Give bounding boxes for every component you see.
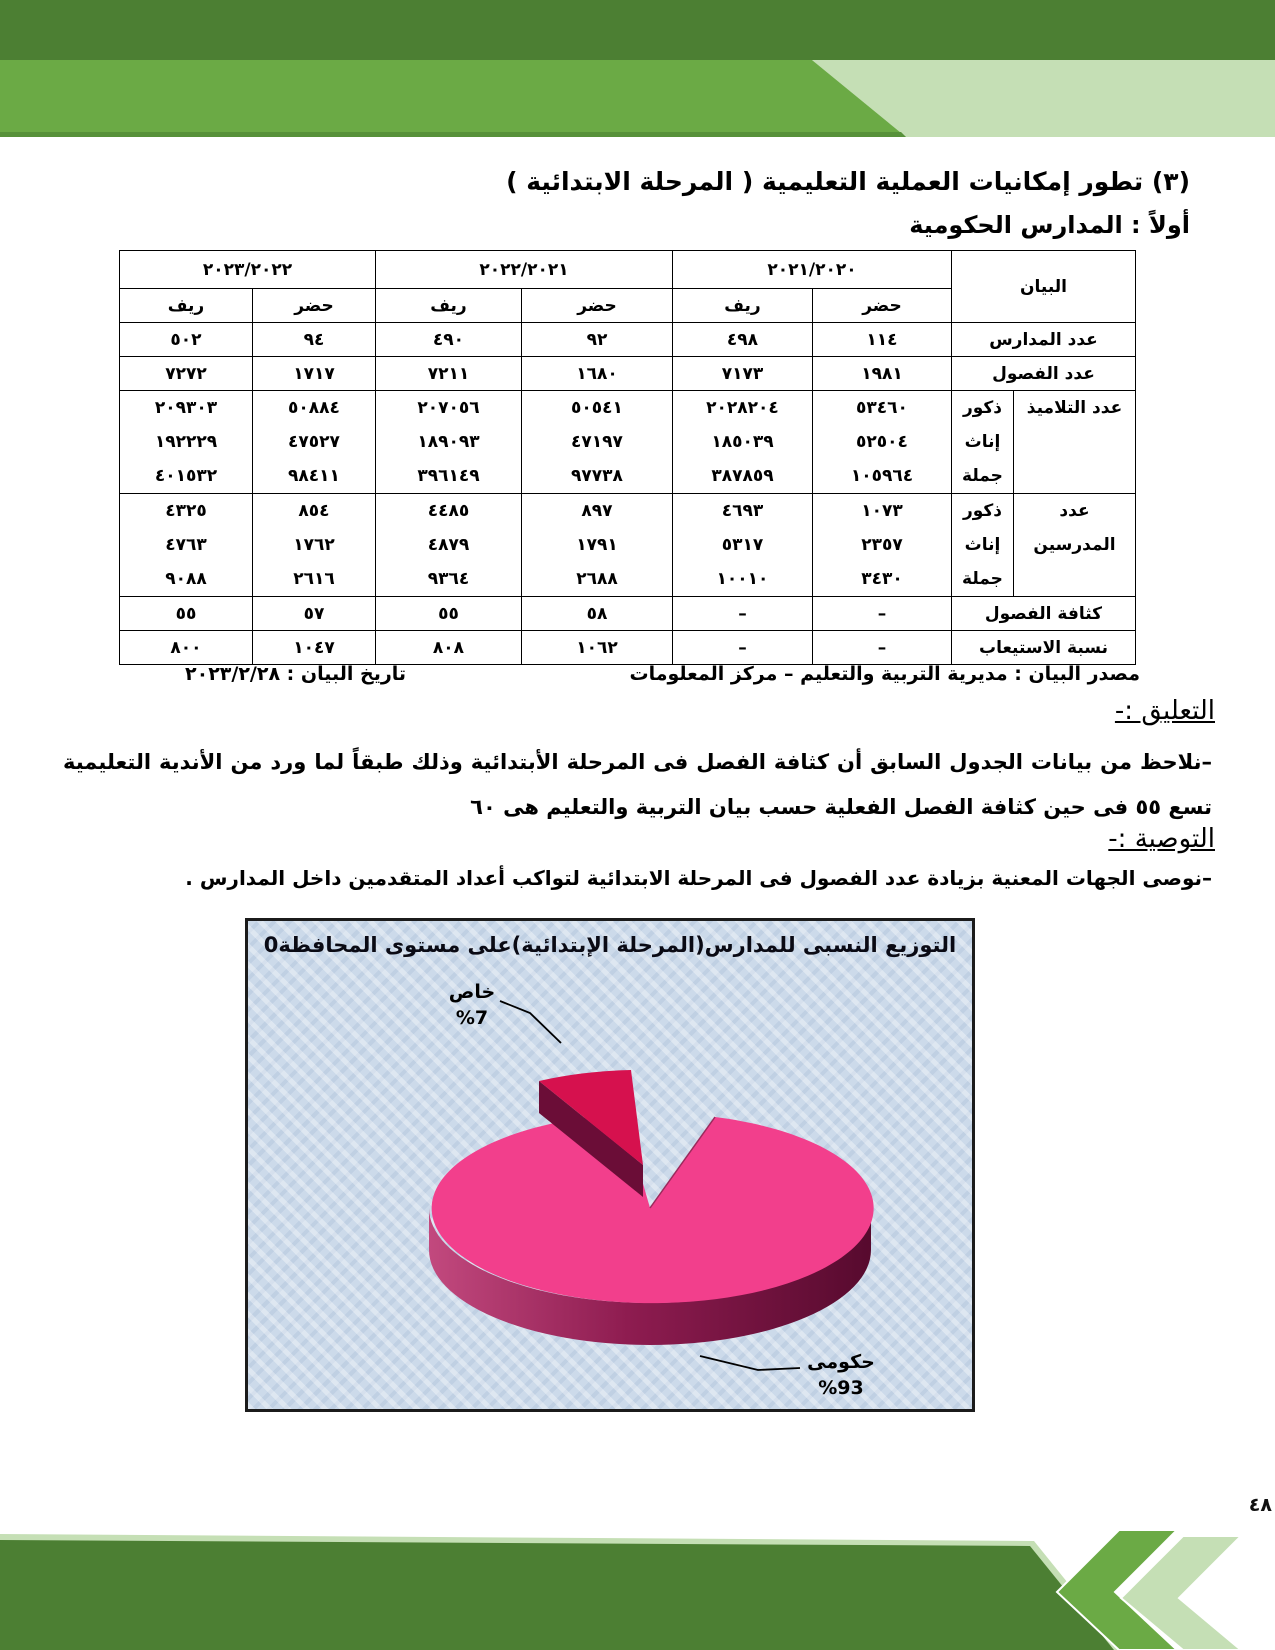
- table-cell-group: ٥٠٨٨٤ ٤٧٥٢٧ ٩٨٤١١: [251, 390, 376, 494]
- table-subheader-urban: حضر: [520, 288, 673, 323]
- header-banner: [0, 0, 1275, 137]
- table-cell: ٥٨: [520, 596, 673, 631]
- table-cell-group: ٢٠٩٣٠٣ ١٩٢٢٢٩ ٤٠١٥٣٢: [118, 390, 253, 494]
- header-band-dark: [0, 0, 1275, 60]
- table-subheader-rural: ريف: [118, 288, 253, 323]
- slice-label: حكومى: [807, 1351, 875, 1373]
- table-cell: ١٧١٧: [251, 356, 376, 391]
- pie-slice-private-side: [539, 1081, 643, 1197]
- slice-label: خاص: [448, 981, 496, 1003]
- table-cell: ٨٠٨: [374, 630, 522, 665]
- table-cell: ١٩٨١: [811, 356, 952, 391]
- table-header-year-2022: ٢٠٢٣/٢٠٢٢: [118, 250, 376, 289]
- table-subheader-rural: ريف: [671, 288, 813, 323]
- row-label: عدد المدرسين: [1013, 493, 1136, 597]
- table-cell: –: [671, 630, 813, 665]
- page-number: ٤٨: [1248, 1494, 1272, 1516]
- table-cell: –: [671, 596, 813, 631]
- footer-chevron-mid: [1055, 1529, 1180, 1650]
- comment-heading: التعليق :-: [1114, 696, 1215, 726]
- table-cell: –: [811, 630, 952, 665]
- callout-label-private: خاص %7: [432, 979, 512, 1031]
- table-cell: ٥٥: [118, 596, 253, 631]
- pie-notch-edge: [649, 1116, 716, 1209]
- table-cell-group: ٨٥٤ ١٧٦٢ ٢٦١٦: [251, 493, 376, 597]
- header-band-mid-edge: [0, 132, 906, 137]
- row-label: عدد المدارس: [950, 322, 1137, 357]
- slice-percent: %93: [818, 1377, 864, 1399]
- table-cell-group: ٥٠٥٤١ ٤٧١٩٧ ٩٧٧٣٨: [520, 390, 673, 494]
- table-cell-group: ١٠٧٣ ٢٣٥٧ ٣٤٣٠: [811, 493, 952, 597]
- table-cell: ٧٢١١: [374, 356, 522, 391]
- table-cell-group: ٢٠٢٨٢٠٤ ١٨٥٠٣٩ ٣٨٧٨٥٩: [671, 390, 813, 494]
- row-sublabels: ذكور إناث جملة: [950, 390, 1015, 494]
- slice-percent: %7: [455, 1007, 489, 1029]
- row-label: كثافة الفصول: [950, 596, 1137, 631]
- pie-slice-government: [431, 1114, 874, 1304]
- table-subheader-urban: حضر: [811, 288, 952, 323]
- table-cell: ١٠٦٢: [520, 630, 673, 665]
- callout-leader-private: [499, 1000, 562, 1044]
- table-cell-group: ٤٦٩٣ ٥٣١٧ ١٠٠١٠: [671, 493, 813, 597]
- chart-title: التوزيع النسبى للمدارس(المرحلة الإبتدائي…: [263, 933, 957, 957]
- table-cell-group: ٢٠٧٠٥٦ ١٨٩٠٩٣ ٣٩٦١٤٩: [374, 390, 522, 494]
- table-cell: ٨٠٠: [118, 630, 253, 665]
- footer-band-dark: [0, 1540, 1114, 1650]
- table-cell-group: ٥٣٤٦٠ ٥٢٥٠٤ ١٠٥٩٦٤: [811, 390, 952, 494]
- footer-banner: [0, 1529, 1244, 1650]
- table-cell: ١٠٤٧: [251, 630, 376, 665]
- callout-leader-government: [699, 1355, 801, 1371]
- table-row-schools: عدد المدارس ١١٤ ٤٩٨ ٩٢ ٤٩٠ ٩٤ ٥٠٢: [118, 322, 1137, 357]
- table-header-year-2021: ٢٠٢٢/٢٠٢١: [374, 250, 673, 289]
- table-subheader-urban: حضر: [251, 288, 376, 323]
- table-cell: ٧١٧٣: [671, 356, 813, 391]
- table-cell: ٤٩٨: [671, 322, 813, 357]
- table-header-year-2020: ٢٠٢١/٢٠٢٠: [671, 250, 952, 289]
- pie-chart-box: التوزيع النسبى للمدارس(المرحلة الإبتدائي…: [245, 918, 975, 1412]
- table-cell: ٤٩٠: [374, 322, 522, 357]
- row-label: عدد الفصول: [950, 356, 1137, 391]
- footer-chevron-light: [1119, 1535, 1244, 1650]
- table-subheader-rural: ريف: [374, 288, 522, 323]
- table-header-statement: البيان: [950, 250, 1137, 323]
- table-cell: ٩٢: [520, 322, 673, 357]
- header-band-mid: [0, 60, 906, 137]
- table-cell: ٩٤: [251, 322, 376, 357]
- row-label: عدد التلاميذ: [1013, 390, 1136, 494]
- table-cell: ١١٤: [811, 322, 952, 357]
- table-cell: ٧٢٧٢: [118, 356, 253, 391]
- data-source-caption: مصدر البيان : مديرية التربية والتعليم – …: [629, 663, 1140, 685]
- table-cell-group: ٤٤٨٥ ٤٨٧٩ ٩٣٦٤: [374, 493, 522, 597]
- section-subtitle: أولاً : المدارس الحكومية: [909, 211, 1190, 239]
- table-cell: ١٦٨٠: [520, 356, 673, 391]
- callout-label-government: حكومى %93: [786, 1349, 896, 1401]
- table-row-classrooms: عدد الفصول ١٩٨١ ٧١٧٣ ١٦٨٠ ٧٢١١ ١٧١٧ ٧٢٧٢: [118, 356, 1137, 391]
- table-row-teachers: عدد المدرسين ذكور إناث جملة ١٠٧٣ ٢٣٥٧ ٣٤…: [118, 493, 1136, 597]
- table-cell: ٥٠٢: [118, 322, 253, 357]
- table-cell-group: ٤٣٢٥ ٤٧٦٣ ٩٠٨٨: [118, 493, 253, 597]
- recommendation-heading: التوصية :-: [1108, 824, 1215, 854]
- row-sublabels: ذكور إناث جملة: [950, 493, 1015, 597]
- table-row-pupils: عدد التلاميذ ذكور إناث جملة ٥٣٤٦٠ ٥٢٥٠٤ …: [118, 390, 1136, 494]
- table-cell: –: [811, 596, 952, 631]
- government-schools-table: البيان ٢٠٢١/٢٠٢٠ ٢٠٢٢/٢٠٢١ ٢٠٢٣/٢٠٢٢ حضر…: [118, 250, 1137, 665]
- table-row-density: كثافة الفصول – – ٥٨ ٥٥ ٥٧ ٥٥: [118, 596, 1137, 631]
- table-cell: ٥٥: [374, 596, 522, 631]
- row-label: نسبة الاستيعاب: [950, 630, 1137, 665]
- comment-body: –نلاحظ من بيانات الجدول السابق أن كثافة …: [63, 750, 1212, 819]
- table-cell-group: ٨٩٧ ١٧٩١ ٢٦٨٨: [520, 493, 673, 597]
- table-cell: ٥٧: [251, 596, 376, 631]
- pie-slice-private: [539, 1070, 643, 1165]
- pie-chart-svg: [429, 1000, 874, 1371]
- page-title: (٣) تطور إمكانيات العملية التعليمية ( ال…: [506, 167, 1190, 196]
- data-date-caption: تاريخ البيان : ٢٠٢٣/٢/٢٨: [185, 663, 407, 685]
- header-band-light: [812, 60, 1275, 137]
- table-row-absorption: نسبة الاستيعاب – – ١٠٦٢ ٨٠٨ ١٠٤٧ ٨٠٠: [118, 630, 1137, 665]
- pie-side-government: [429, 1208, 871, 1345]
- recommendation-body: –نوصى الجهات المعنية بزيادة عدد الفصول ف…: [185, 866, 1212, 890]
